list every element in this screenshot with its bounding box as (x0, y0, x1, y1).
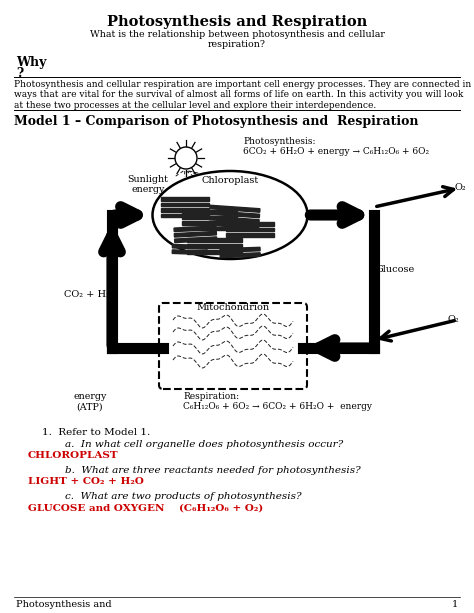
Bar (161, 208, 209, 211)
Text: CO₂ + H₂O: CO₂ + H₂O (64, 290, 118, 299)
Text: energy
(ATP): energy (ATP) (73, 392, 107, 411)
Bar (161, 213, 209, 217)
Text: Why: Why (16, 56, 46, 69)
Bar (220, 247, 260, 252)
Text: 1.  Refer to Model 1.: 1. Refer to Model 1. (42, 428, 150, 437)
Text: Photosynthesis and Respiration: Photosynthesis and Respiration (107, 15, 367, 29)
Bar (174, 226, 216, 232)
Bar (226, 222, 274, 226)
Text: Chloroplast: Chloroplast (201, 176, 259, 185)
Bar (182, 221, 237, 224)
Bar (226, 233, 274, 237)
Text: CHLOROPLAST: CHLOROPLAST (28, 451, 118, 460)
Text: GLUCOSE and OXYGEN    (C₆H₁₂O₆ + O₂): GLUCOSE and OXYGEN (C₆H₁₂O₆ + O₂) (28, 504, 263, 513)
Text: Photosynthesis and cellular respiration are important cell energy processes. The: Photosynthesis and cellular respiration … (14, 80, 471, 110)
Bar (174, 237, 217, 243)
Bar (226, 227, 274, 231)
Ellipse shape (153, 171, 308, 259)
Bar (182, 226, 237, 230)
Text: Sunlight
energy: Sunlight energy (128, 175, 168, 194)
Bar (161, 202, 209, 206)
Text: C₆H₁₂O₆ + 6O₂ → 6CO₂ + 6H₂O +  energy: C₆H₁₂O₆ + 6O₂ → 6CO₂ + 6H₂O + energy (183, 402, 372, 411)
Text: Mitochondrion: Mitochondrion (196, 303, 270, 312)
Bar (220, 253, 260, 257)
Text: a.  In what cell organelle does photosynthesis occur?: a. In what cell organelle does photosynt… (65, 440, 343, 449)
Text: c.  What are two products of photosynthesis?: c. What are two products of photosynthes… (65, 492, 301, 501)
Text: What is the relationship between photosynthesis and cellular
respiration?: What is the relationship between photosy… (90, 30, 384, 50)
Bar (188, 238, 243, 242)
Text: Photosynthesis:: Photosynthesis: (243, 137, 316, 146)
Bar (210, 211, 260, 218)
Text: LIGHT + CO₂ + H₂O: LIGHT + CO₂ + H₂O (28, 477, 144, 486)
Text: O₂: O₂ (448, 315, 460, 324)
Text: 6CO₂ + 6H₂O + energy → C₆H₁₂O₆ + 6O₂: 6CO₂ + 6H₂O + energy → C₆H₁₂O₆ + 6O₂ (243, 147, 429, 156)
Bar (188, 250, 243, 254)
Text: Respiration:: Respiration: (183, 392, 239, 401)
Bar (188, 244, 243, 248)
Bar (210, 205, 260, 212)
Text: b.  What are three reactants needed for photosynthesis?: b. What are three reactants needed for p… (65, 466, 361, 475)
Text: Glucose: Glucose (376, 265, 415, 274)
Bar (182, 216, 237, 219)
Bar (173, 245, 208, 249)
Bar (182, 210, 237, 213)
Bar (172, 250, 207, 254)
Text: ?: ? (16, 67, 23, 80)
Circle shape (175, 147, 197, 169)
Text: O₂: O₂ (455, 183, 466, 192)
Bar (209, 216, 259, 223)
Bar (209, 222, 259, 229)
Text: 1: 1 (452, 600, 458, 609)
FancyBboxPatch shape (159, 303, 307, 389)
Text: Model 1 – Comparison of Photosynthesis and  Respiration: Model 1 – Comparison of Photosynthesis a… (14, 115, 419, 128)
Bar (161, 197, 209, 200)
Text: Photosynthesis and: Photosynthesis and (16, 600, 111, 609)
Bar (174, 231, 217, 237)
